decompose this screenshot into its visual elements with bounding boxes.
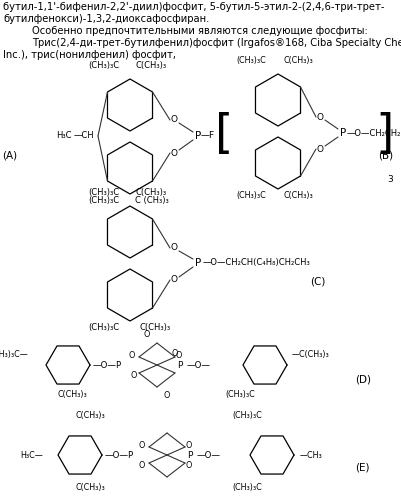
Text: (CH₃)₃C: (CH₃)₃C xyxy=(236,56,266,65)
Text: Особенно предпочтительными являются следующие фосфиты:: Особенно предпочтительными являются след… xyxy=(32,26,368,36)
Text: P: P xyxy=(195,258,201,268)
Text: (CH₃)₃C: (CH₃)₃C xyxy=(88,196,119,205)
Text: (C): (C) xyxy=(310,277,325,287)
Text: O: O xyxy=(170,148,178,158)
Text: O: O xyxy=(170,116,178,124)
Text: C(CH₃)₃: C(CH₃)₃ xyxy=(283,191,313,200)
Text: (CH₃)₃C: (CH₃)₃C xyxy=(236,191,266,200)
Text: (B): (B) xyxy=(378,150,393,160)
Text: O: O xyxy=(185,460,191,469)
Text: O: O xyxy=(144,330,150,339)
Text: O: O xyxy=(316,112,324,122)
Text: (E): (E) xyxy=(355,463,369,473)
Text: C (CH₃)₃: C (CH₃)₃ xyxy=(135,196,169,205)
Text: C(CH₃)₃: C(CH₃)₃ xyxy=(135,188,166,197)
Text: бутил-1,1'-бифенил-2,2'-диил)фосфит, 5-бутил-5-этил-2-(2,4,6-три-трет-: бутил-1,1'-бифенил-2,2'-диил)фосфит, 5-б… xyxy=(3,2,385,12)
Text: C(CH₃)₃: C(CH₃)₃ xyxy=(140,323,171,332)
Text: P: P xyxy=(195,131,201,141)
Text: (D): (D) xyxy=(355,375,371,385)
Text: C(CH₃)₃: C(CH₃)₃ xyxy=(135,61,166,70)
Text: —O—P: —O—P xyxy=(105,450,134,460)
Text: O: O xyxy=(185,440,191,450)
Text: O: O xyxy=(172,348,178,358)
Text: —O—: —O— xyxy=(187,360,211,370)
Text: O: O xyxy=(139,440,145,450)
Text: —CH₃: —CH₃ xyxy=(300,450,323,460)
Text: C(CH₃)₃: C(CH₃)₃ xyxy=(75,483,105,492)
Text: H₃C—: H₃C— xyxy=(20,450,43,460)
Text: 3: 3 xyxy=(387,175,393,184)
Text: [: [ xyxy=(215,112,233,158)
Text: O: O xyxy=(316,144,324,154)
Text: (CH₃)₃C: (CH₃)₃C xyxy=(88,323,119,332)
Text: (CH₃)₃C: (CH₃)₃C xyxy=(88,188,119,197)
Text: O: O xyxy=(170,276,178,284)
Text: —O—: —O— xyxy=(197,450,221,460)
Text: P: P xyxy=(340,128,346,138)
Text: C(CH₃)₃: C(CH₃)₃ xyxy=(75,411,105,420)
Text: —CH: —CH xyxy=(74,132,95,140)
Text: бутилфенокси)-1,3,2-диоксафосфиран.: бутилфенокси)-1,3,2-диоксафосфиран. xyxy=(3,14,209,24)
Text: H₃C: H₃C xyxy=(57,132,72,140)
Text: (CH₃)₃C: (CH₃)₃C xyxy=(88,61,119,70)
Text: O: O xyxy=(175,350,181,360)
Text: Inc.), трис(нонилфенил) фосфит,: Inc.), трис(нонилфенил) фосфит, xyxy=(3,50,176,60)
Text: —C(CH₃)₃: —C(CH₃)₃ xyxy=(292,350,330,360)
Text: (CH₃)₃C—: (CH₃)₃C— xyxy=(0,350,28,360)
Text: —O—CH₂CH(C₄H₈)CH₂CH₃: —O—CH₂CH(C₄H₈)CH₂CH₃ xyxy=(203,258,311,268)
Text: (CH₃)₃C: (CH₃)₃C xyxy=(232,411,262,420)
Text: (CH₃)₃C: (CH₃)₃C xyxy=(232,483,262,492)
Text: (A): (A) xyxy=(2,150,17,160)
Text: P: P xyxy=(177,360,182,370)
Text: —O—P: —O—P xyxy=(93,360,122,370)
Text: C(CH₃)₃: C(CH₃)₃ xyxy=(283,56,313,65)
Text: O: O xyxy=(139,460,145,469)
Text: O: O xyxy=(131,370,137,380)
Text: —F: —F xyxy=(201,132,215,140)
Text: C(CH₃)₃: C(CH₃)₃ xyxy=(58,390,88,399)
Text: (CH₃)₃C: (CH₃)₃C xyxy=(225,390,255,399)
Text: O: O xyxy=(164,391,170,400)
Text: P: P xyxy=(187,450,192,460)
Text: O: O xyxy=(129,350,135,360)
Text: Трис(2,4-ди-трет-бутилфенил)фосфит (Irgafos®168, Ciba Specialty Chemicals: Трис(2,4-ди-трет-бутилфенил)фосфит (Irga… xyxy=(32,38,401,48)
Text: ]: ] xyxy=(375,112,393,158)
Text: O: O xyxy=(170,244,178,252)
Text: —O—CH₂CH₂: —O—CH₂CH₂ xyxy=(347,128,401,138)
